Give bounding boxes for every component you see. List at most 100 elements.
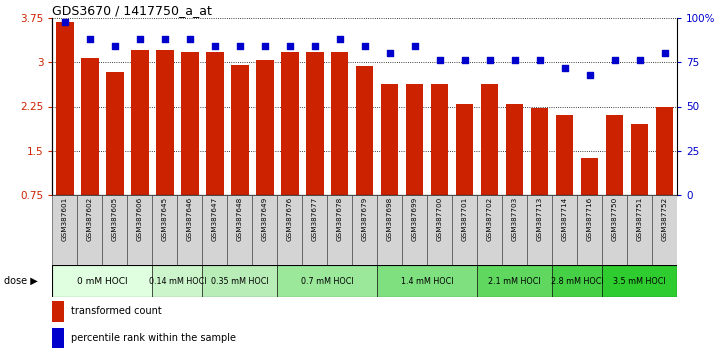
Bar xyxy=(152,195,178,265)
Text: GSM387752: GSM387752 xyxy=(662,197,668,241)
Bar xyxy=(502,195,527,265)
Text: GSM387701: GSM387701 xyxy=(462,197,467,241)
Bar xyxy=(552,195,577,265)
Text: GSM387751: GSM387751 xyxy=(636,197,643,241)
Bar xyxy=(431,84,448,195)
Text: 0.14 mM HOCl: 0.14 mM HOCl xyxy=(149,276,206,285)
Text: GSM387700: GSM387700 xyxy=(437,197,443,241)
Bar xyxy=(652,195,677,265)
Bar xyxy=(202,265,277,297)
Bar xyxy=(627,195,652,265)
Text: GSM387716: GSM387716 xyxy=(587,197,593,241)
Point xyxy=(159,36,170,42)
Bar xyxy=(427,195,452,265)
Bar xyxy=(306,52,323,195)
Point xyxy=(434,58,446,63)
Point xyxy=(384,51,395,56)
Point xyxy=(334,36,346,42)
Text: GSM387750: GSM387750 xyxy=(612,197,617,241)
Text: dose ▶: dose ▶ xyxy=(4,276,37,286)
Text: GSM387649: GSM387649 xyxy=(262,197,268,241)
Bar xyxy=(277,195,302,265)
Text: GSM387605: GSM387605 xyxy=(112,197,118,241)
Text: GSM387702: GSM387702 xyxy=(486,197,493,241)
Text: GSM387648: GSM387648 xyxy=(237,197,243,241)
Bar xyxy=(52,301,63,321)
Text: GSM387606: GSM387606 xyxy=(137,197,143,241)
Bar xyxy=(106,72,124,195)
Bar xyxy=(556,115,574,195)
Text: 0 mM HOCl: 0 mM HOCl xyxy=(77,276,127,285)
Text: GSM387676: GSM387676 xyxy=(287,197,293,241)
Bar xyxy=(452,195,477,265)
Point xyxy=(584,72,596,78)
Text: 0.35 mM HOCl: 0.35 mM HOCl xyxy=(211,276,269,285)
Bar xyxy=(631,124,649,195)
Bar xyxy=(477,265,552,297)
Bar xyxy=(402,195,427,265)
Point xyxy=(284,44,296,49)
Bar xyxy=(552,265,602,297)
Bar xyxy=(52,265,152,297)
Point xyxy=(209,44,221,49)
Bar xyxy=(656,107,673,195)
Bar xyxy=(227,195,253,265)
Point xyxy=(109,44,121,49)
Bar xyxy=(256,61,274,195)
Bar xyxy=(77,195,103,265)
Bar xyxy=(181,52,199,195)
Point xyxy=(459,58,470,63)
Point xyxy=(134,36,146,42)
Bar xyxy=(253,195,277,265)
Bar xyxy=(52,195,77,265)
Text: transformed count: transformed count xyxy=(71,306,162,316)
Text: GSM387703: GSM387703 xyxy=(512,197,518,241)
Point xyxy=(634,58,646,63)
Text: GSM387647: GSM387647 xyxy=(212,197,218,241)
Bar xyxy=(581,158,598,195)
Text: GSM387601: GSM387601 xyxy=(62,197,68,241)
Point xyxy=(259,44,271,49)
Point xyxy=(409,44,421,49)
Point xyxy=(84,36,95,42)
Bar xyxy=(381,84,398,195)
Text: GSM387714: GSM387714 xyxy=(561,197,568,241)
Bar xyxy=(152,265,202,297)
Point xyxy=(484,58,496,63)
Text: GSM387645: GSM387645 xyxy=(162,197,168,241)
Text: GSM387677: GSM387677 xyxy=(312,197,317,241)
Bar xyxy=(281,52,298,195)
Point xyxy=(184,36,196,42)
Text: GSM387679: GSM387679 xyxy=(362,197,368,241)
Bar xyxy=(56,22,74,195)
Bar xyxy=(206,52,223,195)
Text: GSM387698: GSM387698 xyxy=(387,197,392,241)
Bar xyxy=(531,108,548,195)
Bar xyxy=(202,195,227,265)
Text: 3.5 mM HOCl: 3.5 mM HOCl xyxy=(613,276,666,285)
Point xyxy=(309,44,320,49)
Bar xyxy=(606,115,623,195)
Text: GSM387713: GSM387713 xyxy=(537,197,542,241)
Point xyxy=(559,65,571,70)
Text: 2.1 mM HOCl: 2.1 mM HOCl xyxy=(488,276,541,285)
Bar xyxy=(602,265,677,297)
Bar xyxy=(81,58,98,195)
Point xyxy=(659,51,670,56)
Bar xyxy=(527,195,552,265)
Bar xyxy=(577,195,602,265)
Bar xyxy=(103,195,127,265)
Bar xyxy=(231,65,248,195)
Bar xyxy=(477,195,502,265)
Text: GSM387602: GSM387602 xyxy=(87,197,93,241)
Bar xyxy=(377,195,402,265)
Bar xyxy=(602,195,627,265)
Point xyxy=(509,58,521,63)
Text: 1.4 mM HOCl: 1.4 mM HOCl xyxy=(401,276,454,285)
Bar xyxy=(481,84,499,195)
Point xyxy=(534,58,545,63)
Text: 2.8 mM HOCl: 2.8 mM HOCl xyxy=(551,276,604,285)
Point xyxy=(234,44,245,49)
Bar xyxy=(456,104,473,195)
Bar xyxy=(302,195,328,265)
